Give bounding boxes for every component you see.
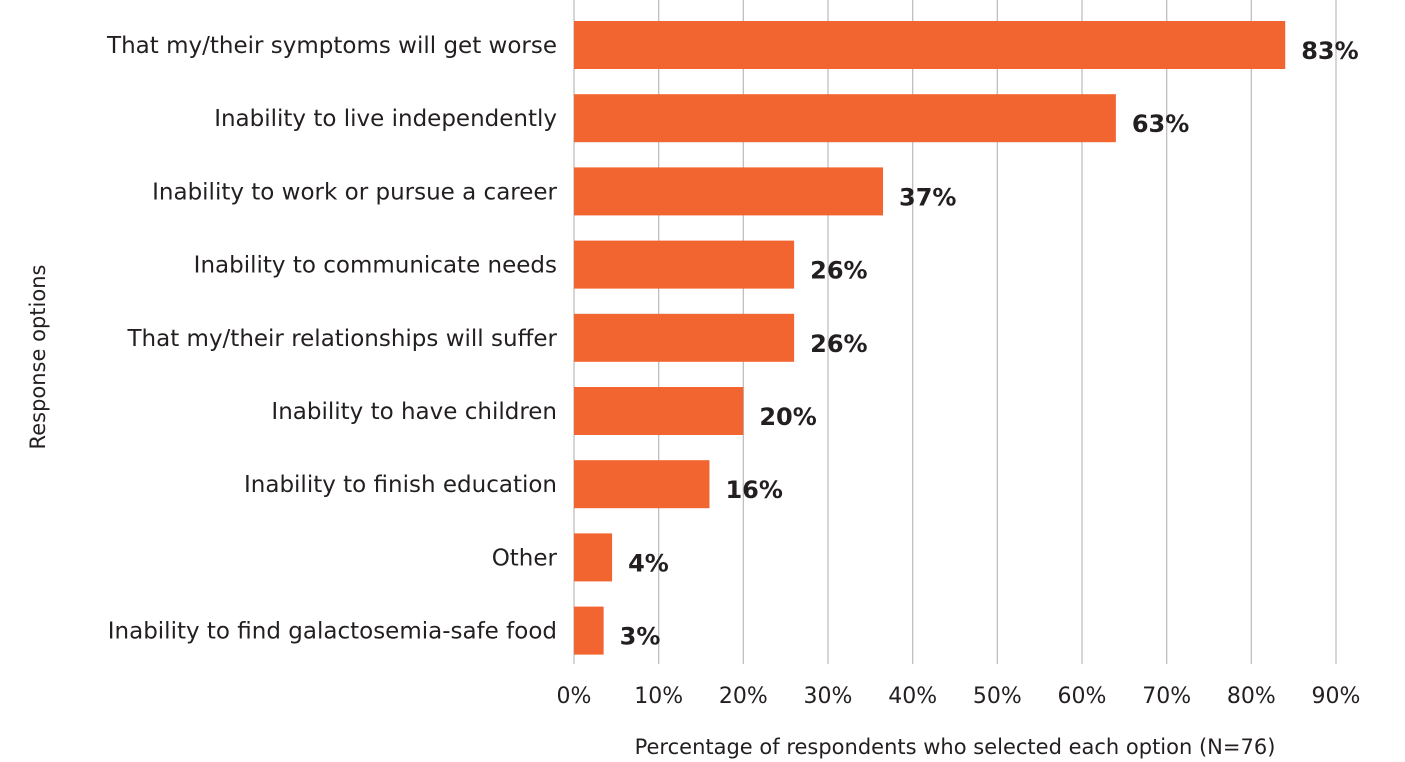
category-label: Inability to finish education (244, 472, 557, 498)
data-label: 16% (725, 476, 782, 504)
category-label: Inability to have children (271, 399, 557, 425)
data-labels: 83% 63% 37% 26% 26% 20% 16% 4% 3% (620, 37, 1359, 651)
bar (574, 21, 1286, 69)
bar (574, 460, 710, 509)
x-tick-label: 20% (719, 684, 768, 709)
x-tick-label: 90% (1312, 684, 1361, 709)
data-label: 83% (1301, 37, 1358, 65)
x-axis-title: Percentage of respondents who selected e… (635, 735, 1276, 759)
x-tick-label: 10% (634, 684, 683, 709)
category-label: That my/their symptoms will get worse (106, 33, 557, 59)
category-labels: That my/their symptoms will get worse Ina… (106, 33, 557, 645)
category-label: Other (492, 545, 558, 571)
bar (574, 606, 604, 655)
bar (574, 94, 1116, 143)
data-label: 4% (628, 549, 669, 577)
bar (574, 240, 795, 289)
category-label: That my/their relationships will suffer (126, 326, 557, 352)
data-label: 3% (620, 623, 661, 651)
x-tick-label: 70% (1142, 684, 1191, 709)
category-label: Inability to live independently (214, 106, 557, 132)
data-label: 37% (899, 183, 956, 211)
x-tick-label: 50% (973, 684, 1022, 709)
data-label: 63% (1132, 110, 1189, 138)
x-tick-label: 80% (1227, 684, 1276, 709)
bar (574, 533, 613, 582)
category-label: Inability to communicate needs (194, 253, 557, 279)
x-tick-label: 40% (888, 684, 937, 709)
category-label: Inability to work or pursue a career (152, 179, 557, 205)
x-tick-label: 60% (1058, 684, 1107, 709)
x-axis-ticks: 0% 10% 20% 30% 40% 50% 60% 70% 80% 90% (557, 684, 1361, 709)
category-label: Inability to find galactosemia-safe food (108, 619, 557, 645)
x-tick-label: 30% (804, 684, 853, 709)
data-label: 26% (810, 257, 867, 285)
x-tick-label: 0% (557, 684, 592, 709)
bars (574, 21, 1286, 655)
data-label: 20% (759, 403, 816, 431)
bar (574, 313, 795, 362)
bar (574, 387, 744, 435)
data-label: 26% (810, 330, 867, 358)
y-axis-title: Response options (26, 265, 50, 450)
bar (574, 167, 884, 216)
